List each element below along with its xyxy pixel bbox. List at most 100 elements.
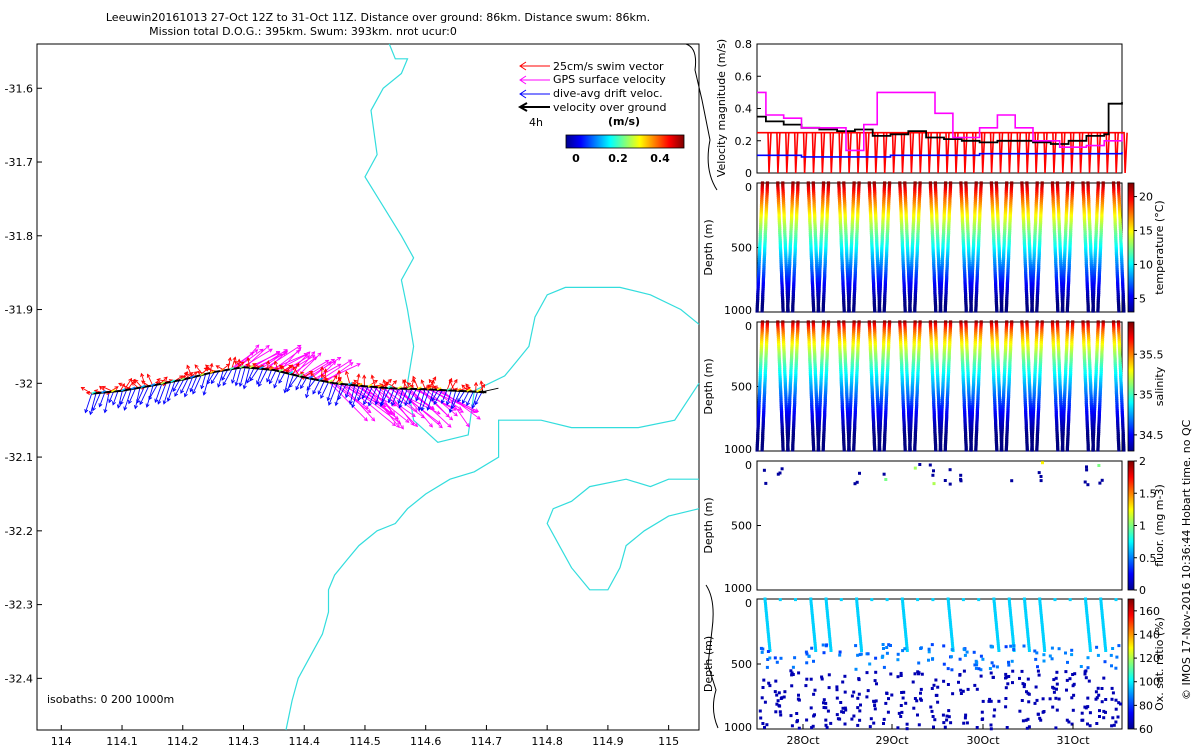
temperature-section-point	[918, 191, 922, 195]
temperature-section-point	[1025, 292, 1029, 297]
salinity-section-point	[791, 326, 795, 330]
temperature-section-point	[979, 183, 983, 187]
temperature-section-point	[1093, 261, 1097, 266]
temperature-section-point	[1057, 208, 1061, 212]
salinity-section-point	[777, 357, 781, 361]
salinity-section-point	[898, 320, 902, 324]
salinity-section-point	[849, 384, 853, 388]
drift-vector-head	[123, 406, 128, 411]
temperature-section-point	[807, 191, 811, 195]
temperature-section-point	[760, 200, 764, 204]
temperature-section-point	[899, 218, 903, 222]
salinity-section-point	[874, 372, 879, 376]
salinity-section-point	[814, 386, 818, 390]
temperature-section-point	[1050, 181, 1055, 185]
temperature-section-point	[901, 264, 905, 268]
salinity-section-point	[790, 345, 794, 349]
temperature-section-point	[879, 268, 883, 272]
salinity-section-point	[818, 403, 822, 407]
temperature-section-point	[1066, 286, 1070, 290]
salinity-section-point	[759, 355, 763, 359]
salinity-section-point	[907, 415, 911, 419]
salinity-section-point	[820, 357, 824, 361]
salinity-section-point	[779, 396, 783, 400]
temperature-section-point	[819, 241, 823, 245]
temperature-section-point	[914, 284, 918, 288]
swim-vector-head	[163, 376, 168, 381]
temperature-section-point	[811, 181, 815, 185]
salinity-section-point	[845, 398, 849, 402]
temperature-section-point	[1092, 274, 1096, 278]
temperature-section-point	[857, 189, 861, 193]
salinity-section-point	[905, 382, 909, 386]
temperature-section-point	[1029, 270, 1033, 274]
temperature-section-point	[907, 282, 911, 286]
temperature-section-point	[970, 282, 974, 286]
temperature-section-point	[1090, 284, 1094, 288]
salinity-section-point	[794, 365, 798, 369]
temperature-section-point	[1057, 214, 1061, 218]
temperature-section-point	[867, 183, 871, 187]
temperature-section-point	[885, 253, 889, 257]
temperature-section-point	[1117, 206, 1122, 210]
salinity-section-point	[808, 367, 812, 372]
temperature-section-point	[878, 294, 882, 299]
salinity-section-point	[869, 353, 873, 357]
salinity-section-point	[776, 328, 780, 332]
temperature-section-point	[821, 202, 825, 206]
temperature-section-point	[1121, 301, 1126, 305]
temperature-section-point	[994, 284, 998, 288]
temperature-section-point	[869, 226, 873, 230]
temperature-section-point	[1092, 284, 1096, 288]
swim-vector-head	[320, 373, 326, 378]
salinity-section-point	[868, 343, 872, 347]
temperature-section-point	[964, 191, 968, 195]
salinity-section-point	[813, 369, 817, 374]
salinity-section-point	[884, 407, 888, 411]
drift-vector	[89, 393, 97, 415]
salinity-section-point	[808, 355, 812, 359]
swim-vector	[412, 376, 419, 390]
temperature-section-point	[820, 208, 824, 212]
temperature-section-point	[1083, 228, 1087, 233]
temperature-section-point	[991, 210, 995, 214]
salinity-section-point	[792, 415, 796, 419]
temperature-section-point	[817, 282, 821, 286]
temperature-section-point	[1033, 230, 1037, 235]
temperature-section-point	[1035, 294, 1039, 299]
temperature-section-point	[1097, 270, 1102, 274]
temperature-section-point	[940, 261, 944, 266]
temperature-section-point	[944, 301, 948, 305]
track-velocity-mark	[288, 371, 294, 375]
salinity-section-point	[852, 324, 856, 328]
salinity-section-point	[877, 444, 881, 448]
salinity-section-point	[783, 380, 787, 384]
salinity-section-point	[758, 367, 763, 372]
temperature-section-point	[1054, 264, 1058, 268]
temperature-section-point	[1069, 230, 1073, 235]
temperature-section-point	[905, 233, 909, 237]
temperature-section-point	[879, 270, 883, 274]
temperature-section-point	[841, 286, 845, 290]
salinity-section-point	[900, 369, 904, 374]
salinity-section-point	[873, 448, 877, 452]
temperature-section-point	[1036, 276, 1040, 280]
temperature-section-point	[788, 255, 792, 259]
temperature-section-point	[991, 224, 995, 228]
temperature-section-point	[837, 187, 841, 191]
gps-vector-head	[297, 344, 302, 349]
salinity-section-point	[794, 363, 798, 367]
salinity-section-point	[853, 421, 857, 425]
temperature-section-point	[914, 282, 918, 286]
temperature-section-point	[969, 297, 973, 301]
temperature-section-point	[965, 204, 969, 208]
salinity-section-point	[760, 330, 764, 334]
salinity-section-point	[762, 400, 766, 405]
temperature-section-point	[1025, 181, 1029, 185]
drift-vector-head	[180, 389, 185, 394]
temperature-section-point	[776, 185, 780, 189]
salinity-section-point	[820, 353, 824, 357]
salinity-section-point	[812, 345, 816, 349]
temperature-section-point	[844, 239, 848, 243]
temperature-section-point	[1120, 276, 1125, 280]
